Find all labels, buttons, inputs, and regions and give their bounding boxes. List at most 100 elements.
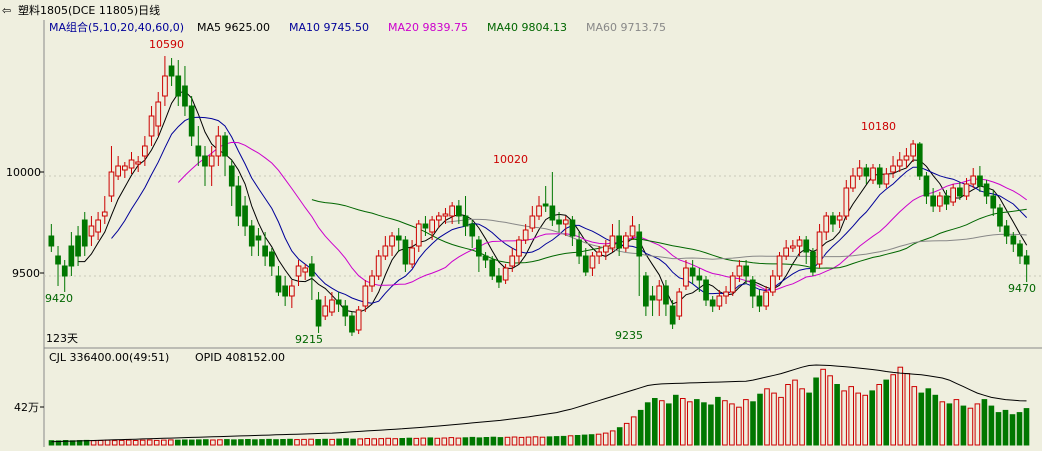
- volume-bar: [932, 394, 939, 446]
- volume-bar: [652, 398, 658, 446]
- candle-body-up: [716, 295, 723, 307]
- candle: [516, 236, 522, 264]
- volume-bar: [630, 416, 637, 446]
- candle: [228, 160, 235, 206]
- candle-body-up: [856, 167, 863, 177]
- candle-body-down: [983, 183, 990, 197]
- candle-body-down: [315, 299, 322, 327]
- candle-body-up: [122, 165, 128, 171]
- volume-bar: [294, 439, 300, 446]
- annotation-low-9215: 9215: [295, 333, 323, 346]
- candle: [496, 268, 502, 288]
- candle-body-up: [135, 161, 142, 165]
- volume-bar: [196, 439, 202, 446]
- volume-bar: [827, 375, 833, 446]
- candle-body-down: [309, 263, 315, 277]
- candle-body-up: [763, 291, 769, 307]
- volume-bar: [146, 439, 153, 446]
- volume-bar: [1016, 412, 1023, 446]
- volume-bar: [574, 435, 581, 446]
- candle: [663, 280, 669, 316]
- candle: [923, 172, 930, 204]
- candle: [816, 224, 823, 268]
- candle: [556, 212, 562, 232]
- candle: [696, 268, 703, 292]
- candle-body-up: [683, 267, 689, 287]
- candle-body-down: [756, 295, 763, 307]
- volume-bar: [1023, 408, 1030, 446]
- ma-legend: MA组合(5,10,20,40,60,0) MA5 9625.00 MA10 9…: [49, 20, 666, 34]
- candle: [529, 206, 536, 232]
- candle: [850, 168, 856, 192]
- volume-bar: [168, 439, 174, 446]
- volume-bar: [245, 439, 251, 446]
- candle-body-down: [709, 299, 716, 307]
- candle-body-down: [469, 223, 476, 237]
- volume-bar: [560, 435, 567, 446]
- candle: [108, 146, 115, 202]
- candle-body-down: [489, 259, 496, 277]
- candle: [997, 204, 1003, 232]
- candle: [776, 252, 783, 280]
- volume-bar: [336, 438, 342, 446]
- candle: [930, 188, 936, 212]
- candle-body-up: [950, 187, 956, 203]
- candle-body-up: [796, 239, 803, 247]
- volume-bar: [385, 437, 391, 446]
- candle: [282, 276, 288, 306]
- candle-body-up: [870, 167, 876, 181]
- candle: [1017, 240, 1023, 264]
- back-arrow-icon[interactable]: ⇦: [2, 4, 11, 17]
- opid-line: [51, 364, 1027, 443]
- candle-body-down: [395, 235, 402, 241]
- candle-body-up: [596, 251, 602, 257]
- candle: [389, 232, 395, 256]
- candle: [1003, 220, 1010, 244]
- candle: [562, 216, 569, 236]
- candle: [509, 248, 516, 272]
- candle-body-up: [95, 219, 102, 233]
- candle-body-up: [429, 219, 435, 233]
- candle-body-down: [175, 75, 182, 97]
- annotation-high-10590: 10590: [149, 38, 184, 51]
- candle-body-up: [836, 215, 843, 221]
- candle: [329, 292, 335, 316]
- candle: [142, 136, 148, 166]
- cjl-legend: CJL 336400.00(49:51): [49, 351, 169, 364]
- candle: [369, 270, 375, 292]
- candle: [669, 300, 676, 329]
- candle-body-down: [663, 285, 669, 305]
- candle-body-up: [890, 165, 896, 173]
- candle: [783, 240, 789, 260]
- candle-body-up: [369, 275, 375, 287]
- candle-body-up: [736, 265, 743, 277]
- candle: [977, 166, 983, 192]
- candle-body-down: [456, 205, 462, 217]
- candle-body-down: [930, 195, 936, 207]
- volume-bar: [132, 440, 139, 446]
- volume-bar: [595, 433, 602, 446]
- volume-bar: [792, 379, 798, 446]
- volume-bar: [743, 399, 749, 446]
- volume-bar: [231, 439, 237, 446]
- candle: [309, 256, 315, 300]
- candle-body-up: [843, 187, 850, 217]
- candle-body-down: [462, 215, 469, 227]
- candle: [342, 300, 349, 326]
- candle-body-up: [148, 115, 155, 137]
- candle-body-up: [295, 265, 302, 277]
- volume-bar: [967, 407, 974, 446]
- volume-bar: [757, 393, 763, 446]
- candle-body-up: [322, 305, 329, 317]
- candle: [970, 168, 977, 188]
- volume-bar: [357, 438, 363, 446]
- candle-body-up: [436, 215, 442, 221]
- volume-bar: [855, 392, 862, 446]
- candle: [689, 260, 696, 284]
- price-tick-10000: 10000: [6, 166, 41, 179]
- volume-bar: [609, 430, 616, 446]
- candle-body-down: [997, 207, 1003, 227]
- candle: [810, 248, 816, 276]
- candle: [770, 270, 776, 296]
